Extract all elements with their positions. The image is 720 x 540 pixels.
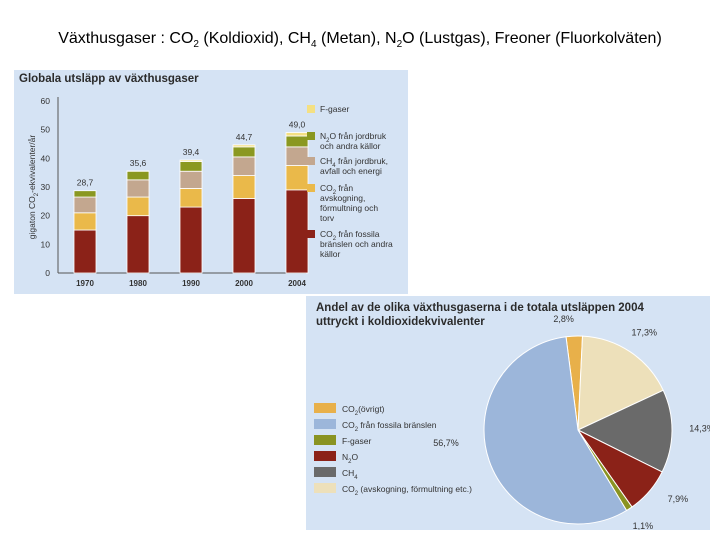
bar-segment — [232, 146, 256, 158]
pie-chart: 2,8% 17,3% 14,3% 7,9% 1,1% 56,7% CO2(övrigt) CO… — [314, 314, 710, 530]
pie-slice-label: 56,7% — [433, 438, 459, 448]
legend-label: CH4 från jordbruk, — [320, 156, 388, 169]
pie-legend-label: CH4 — [342, 468, 358, 481]
bar-chart: 0 10 20 30 40 50 60 gigaton CO2-ekvivalenter/år… — [27, 96, 393, 288]
pie-slice — [483, 336, 628, 525]
pie-legend-label: CO2 från fossila bränslen — [342, 420, 437, 433]
pie-legend-swatch — [314, 451, 336, 461]
bar-segment — [73, 190, 97, 198]
pie-legend-swatch — [314, 483, 336, 493]
bar-segment — [285, 189, 309, 274]
legend-label: N2O från jordbruk — [320, 131, 387, 144]
pie-legend-swatch — [314, 403, 336, 413]
pie-legend-label: F-gaser — [342, 436, 371, 446]
bar-segment — [232, 156, 256, 176]
pie-slice-label: 1,1% — [633, 521, 654, 530]
x-tick-label: 1970 — [76, 279, 94, 288]
pie-legend-swatch — [314, 419, 336, 429]
legend-label: avskogning, — [320, 193, 365, 203]
legend-label: och andra källor — [320, 141, 381, 151]
bar-segment — [285, 146, 309, 166]
bar-segment — [126, 215, 150, 274]
bar-segment — [179, 170, 203, 189]
x-tick-label: 2004 — [288, 279, 306, 288]
bar-segment — [73, 212, 97, 231]
bar-segment — [179, 206, 203, 274]
y-tick-label: 10 — [41, 239, 51, 249]
pie-legend-label: N2O — [342, 452, 358, 465]
bar-total-label: 35,6 — [130, 158, 147, 168]
x-tick-label: 1980 — [129, 279, 147, 288]
bar-total-label: 28,7 — [77, 178, 94, 188]
pie-slice-label: 14,3% — [689, 423, 710, 433]
pie-legend-swatch — [314, 467, 336, 477]
legend-label: F-gaser — [320, 104, 349, 114]
y-tick-label: 0 — [45, 268, 50, 278]
pie-slice — [576, 389, 673, 473]
bar-segment — [232, 175, 256, 199]
legend-swatch — [307, 157, 315, 165]
y-tick-label: 30 — [41, 182, 51, 192]
bar-segment — [73, 229, 97, 274]
bar-segment — [126, 170, 150, 181]
bar-total-label: 44,7 — [236, 132, 253, 142]
bar-segment — [179, 161, 203, 172]
bar-total-label: 49,0 — [289, 120, 306, 130]
y-tick-label: 50 — [41, 125, 51, 135]
y-axis-title: gigaton CO2-ekvivalenter/år — [27, 135, 40, 240]
legend-swatch — [307, 230, 315, 238]
bar-segment — [232, 144, 256, 148]
bar-segment — [285, 132, 309, 137]
y-tick-label: 40 — [41, 153, 51, 163]
pie-chart-title-line2: uttryckt i koldioxidekvivalenter — [316, 316, 485, 328]
legend-label: CO2 från — [320, 183, 353, 196]
x-tick-label: 1990 — [182, 279, 200, 288]
legend-label: källor — [320, 249, 340, 259]
pie-legend-swatch — [314, 435, 336, 445]
pie-legend-label: CO2(övrigt) — [342, 404, 385, 417]
pie-slice — [577, 335, 664, 431]
bar-segment — [232, 198, 256, 274]
bar-chart-panel: Globala utsläpp av växthusgaser 0 10 20 30 4… — [14, 70, 408, 294]
legend-swatch — [307, 132, 315, 140]
x-tick-label: 2000 — [235, 279, 253, 288]
bar-segment — [179, 159, 203, 162]
bar-chart-title: Globala utsläpp av växthusgaser — [19, 73, 199, 85]
y-tick-label: 20 — [41, 211, 51, 221]
legend-label: CO2 från fossila — [320, 229, 380, 242]
pie-chart-title-line1: Andel av de olika växthusgaserna i de to… — [316, 302, 644, 314]
y-tick-label: 60 — [41, 96, 51, 106]
bar-segment — [126, 179, 150, 198]
pie-slice-label: 2,8% — [553, 314, 574, 324]
legend-label: torv — [320, 213, 335, 223]
slide-title: Växthusgaser : CO2 (Koldioxid), CH4 (Met… — [58, 30, 662, 51]
pie-chart-panel: Andel av de olika växthusgaserna i de to… — [306, 296, 710, 530]
bar-segment — [126, 196, 150, 217]
bar-segment — [285, 135, 309, 148]
legend-label: avfall och energi — [320, 166, 382, 176]
legend-swatch — [307, 105, 315, 113]
bar-segment — [285, 165, 309, 191]
pie-slice-label: 17,3% — [631, 328, 657, 338]
bar-segment — [179, 188, 203, 208]
legend-label: bränslen och andra — [320, 239, 393, 249]
bar-total-label: 39,4 — [183, 147, 200, 157]
pie-legend-label: CO2 (avskogning, förmultning etc.) — [342, 484, 472, 497]
legend-swatch — [307, 184, 315, 192]
bar-segment — [73, 196, 97, 214]
legend-label: förmultning och — [320, 203, 378, 213]
pie-slice-label: 7,9% — [668, 494, 689, 504]
